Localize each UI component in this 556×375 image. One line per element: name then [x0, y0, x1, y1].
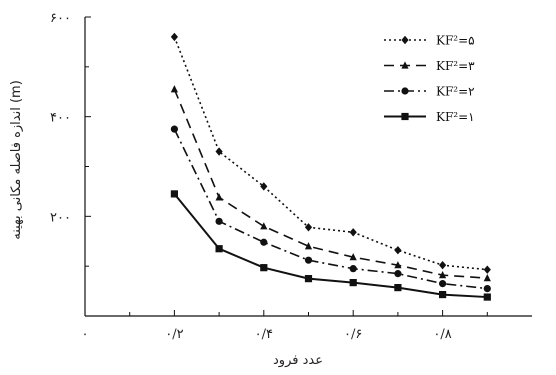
data-point	[394, 283, 402, 292]
legend-marker	[401, 87, 409, 95]
y-axis-label: اندازه فاصله مکانی بهینه (m)	[9, 80, 24, 240]
x-tick-label: ۰/۴	[255, 327, 273, 342]
data-point	[215, 193, 223, 201]
legend-entry: KF²=۵	[384, 34, 475, 48]
legend-marker	[401, 61, 409, 69]
data-point	[304, 256, 313, 264]
data-point	[483, 274, 491, 282]
data-point	[349, 279, 357, 287]
data-point	[349, 265, 357, 273]
y-tick-label: ۶۰۰	[50, 11, 71, 26]
data-point	[439, 260, 447, 270]
data-point	[170, 32, 178, 42]
x-axis-label: عدد فرود	[273, 353, 323, 368]
legend-label: KF²=۳	[436, 59, 475, 73]
data-point	[170, 85, 178, 93]
data-point	[215, 147, 223, 156]
data-point	[349, 228, 357, 237]
legend-entry: KF²=۲	[384, 85, 475, 99]
legend-label: KF²=۲	[436, 85, 475, 99]
series-line	[173, 193, 488, 299]
x-tick-label: ۰/۶	[344, 327, 362, 342]
data-point	[260, 238, 268, 246]
data-point	[215, 217, 223, 225]
data-point	[394, 261, 402, 269]
data-point	[483, 293, 491, 301]
data-point	[394, 270, 402, 278]
data-point	[304, 275, 313, 283]
data-point	[170, 125, 178, 133]
series-line	[173, 128, 488, 290]
data-point	[215, 245, 223, 253]
legend-label: KF²=۱	[436, 110, 475, 124]
data-point	[304, 223, 313, 232]
series-layer	[170, 32, 491, 301]
axes: ۰ ۰/۲ ۰/۴ ۰/۶ ۰/۸ ۲۰۰ ۴۰۰ ۶۰۰	[50, 11, 532, 342]
series-1	[170, 32, 491, 274]
x-tick-label: ۰/۸	[433, 327, 451, 342]
data-point	[304, 242, 313, 250]
y-tick-label: ۲۰۰	[50, 210, 71, 225]
x-tick-label: ۰/۲	[165, 327, 183, 342]
data-point	[483, 284, 491, 293]
data-point	[349, 253, 357, 261]
legend-marker	[401, 112, 409, 121]
data-point	[260, 222, 268, 230]
series-2	[170, 85, 491, 282]
data-point	[394, 246, 402, 255]
legend-entry: KF²=۳	[384, 59, 475, 73]
data-point	[439, 280, 447, 288]
series-line	[173, 88, 488, 279]
data-point	[260, 182, 268, 191]
legend-marker	[401, 35, 409, 45]
series-3	[170, 125, 491, 293]
data-point	[260, 264, 268, 272]
y-tick-label: ۴۰۰	[50, 111, 71, 126]
x-tick-label: ۰	[82, 327, 89, 342]
series-4	[170, 190, 491, 301]
legend-entry: KF²=۱	[384, 110, 475, 124]
legend: KF²=۵ KF²=۳ KF²=۲ KF²=۱	[384, 34, 475, 124]
legend-label: KF²=۵	[436, 34, 475, 48]
data-point	[483, 265, 491, 274]
data-point	[439, 271, 447, 279]
data-point	[170, 190, 178, 198]
data-point	[439, 290, 447, 299]
